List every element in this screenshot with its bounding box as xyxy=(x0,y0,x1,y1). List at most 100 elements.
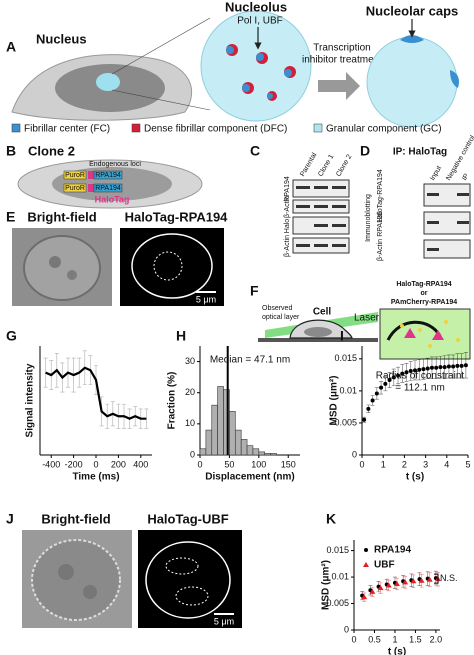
panel-j: J Bright-field HaloTag-UBF 5 μm xyxy=(6,511,242,628)
caps-label: Nucleolar caps xyxy=(366,3,459,18)
bar xyxy=(240,439,248,456)
bands xyxy=(427,193,469,251)
panel-b: B Clone 2 Endogenous loci PuroR RPA194 P… xyxy=(6,143,203,209)
point xyxy=(387,377,392,382)
lane-label: Clone 1 xyxy=(317,153,335,177)
panel-title: IP: HaloTag xyxy=(393,147,447,158)
point xyxy=(442,365,447,370)
point xyxy=(408,369,413,374)
x-tick-label: 3 xyxy=(423,459,428,469)
point xyxy=(429,365,434,370)
panel-e: E Bright-field HaloTag-RPA194 5 μm xyxy=(6,209,228,306)
legend-marker xyxy=(363,562,369,567)
point xyxy=(463,363,468,368)
probe-shape xyxy=(404,328,444,340)
point xyxy=(400,371,405,376)
cell-outline xyxy=(31,539,121,621)
laser-label: Laser xyxy=(354,313,380,324)
point xyxy=(369,588,376,594)
point xyxy=(402,579,409,585)
annotation: Radius of constraint xyxy=(376,371,465,382)
scale-label: 5 μm xyxy=(196,294,216,304)
legend-label: Dense fibrillar component (DFC) xyxy=(144,124,287,135)
row-label: β-Actin xyxy=(284,235,291,257)
y-tick-label: 0.015 xyxy=(334,353,357,363)
x-tick-label: 400 xyxy=(133,459,148,469)
gene-label: PuroR xyxy=(65,172,85,179)
panel-label: B xyxy=(6,143,16,159)
point xyxy=(417,367,422,372)
point xyxy=(446,364,451,369)
point xyxy=(377,585,384,591)
lane-label: Parental xyxy=(299,151,318,177)
x-tick-label: 0 xyxy=(93,459,98,469)
image-title: Bright-field xyxy=(41,511,110,526)
cap xyxy=(450,70,459,88)
cell-outline xyxy=(131,233,213,299)
x-tick-label: 150 xyxy=(281,459,296,469)
bar xyxy=(258,451,266,456)
x-tick-label: 0 xyxy=(359,459,364,469)
bar xyxy=(234,429,242,456)
legend-label: UBF xyxy=(374,560,395,571)
blot xyxy=(423,183,471,207)
bar xyxy=(211,404,218,456)
legend-label: Granular component (GC) xyxy=(326,124,442,135)
cell-outline xyxy=(145,541,231,619)
point xyxy=(391,375,396,380)
point xyxy=(451,364,456,369)
y-axis-label: MSD (μm²) xyxy=(329,376,340,426)
legend-swatch xyxy=(11,123,21,133)
x-tick-label: -200 xyxy=(65,459,83,469)
bar xyxy=(229,411,236,456)
x-tick-label: 4 xyxy=(444,459,449,469)
point xyxy=(379,385,384,390)
panel-label: G xyxy=(6,328,17,344)
bar xyxy=(252,448,260,456)
image-title: HaloTag-UBF xyxy=(147,511,228,526)
nucleolus-outline xyxy=(153,251,183,281)
construct xyxy=(63,170,123,193)
x-axis-label: Displacement (nm) xyxy=(205,472,294,483)
bar xyxy=(264,453,271,456)
panel-title: Clone 2 xyxy=(28,143,75,158)
panel-label: K xyxy=(326,511,336,527)
point xyxy=(410,578,417,584)
tag-label: HaloTag xyxy=(95,194,130,204)
panel-c: C Parental Clone 1 Clone 2 RPA194 β-Acti… xyxy=(250,143,353,257)
point xyxy=(370,398,375,403)
nucleus-label: Nucleus xyxy=(36,31,87,46)
x-tick-label: 200 xyxy=(111,459,126,469)
bar xyxy=(205,429,213,456)
annotation: = 112.1 nm xyxy=(395,383,445,394)
y-tick-label: 0.01 xyxy=(339,385,357,395)
legend-swatch xyxy=(131,123,141,133)
gene-label: PuroR xyxy=(65,185,85,192)
panel-a: A Nucleus Nucleolus Pol I, UBF Transcrip… xyxy=(6,0,459,135)
row-label: β-Actin xyxy=(284,196,291,218)
blot xyxy=(423,239,471,259)
nucleus xyxy=(304,327,332,337)
bar xyxy=(246,445,254,456)
scale-label: 5 μm xyxy=(214,616,234,626)
point xyxy=(404,370,409,375)
image-title: Bright-field xyxy=(27,209,96,224)
significance: N.S. xyxy=(440,573,458,583)
legend-swatch xyxy=(313,123,323,133)
probe-label: HaloTag-RPA194 xyxy=(396,281,451,288)
panel-label: J xyxy=(6,511,14,527)
probe-label: PAmCherry-RPA194 xyxy=(391,299,457,306)
x-tick-label: 0 xyxy=(197,459,202,469)
y-tick-label: 0.015 xyxy=(326,545,349,555)
bar xyxy=(199,448,207,456)
row-label: HaloTag-RPA194 xyxy=(377,169,384,223)
nucleolus-capped xyxy=(366,36,458,128)
legend-marker xyxy=(364,548,368,552)
lane-label: Input xyxy=(429,165,443,182)
side-label: Immunoblotting xyxy=(365,194,372,242)
image-title: HaloTag-RPA194 xyxy=(125,209,229,224)
zoom-line xyxy=(111,17,211,75)
gene-label: RPA194 xyxy=(95,172,121,179)
panel-d: D IP: HaloTag Input Negative control IP … xyxy=(360,134,474,261)
bands xyxy=(296,186,346,247)
